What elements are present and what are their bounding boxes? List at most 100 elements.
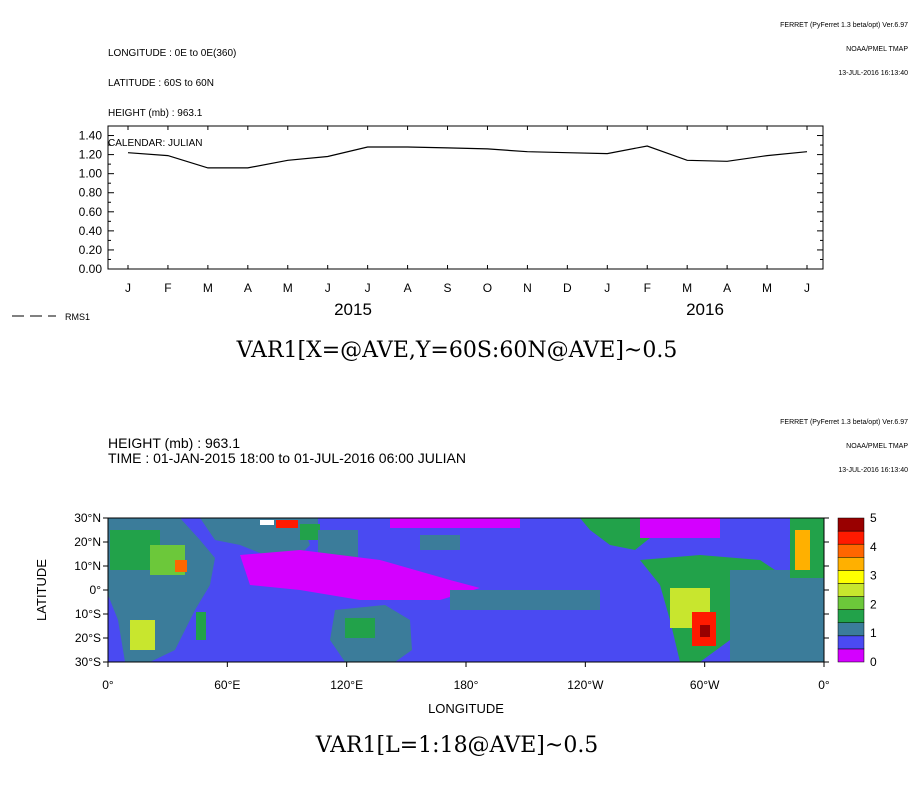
amazon-darkred-patch (700, 625, 710, 637)
line-chart-tick-labels: 0.00 0.20 0.40 0.60 0.80 1.00 1.20 1.40 J F M A M J J A… (79, 129, 810, 295)
y-tick-label: 30°N (74, 511, 101, 525)
y-tick-label: 0.80 (79, 186, 103, 200)
bottom-header-line: TIME : 01-JAN-2015 18:00 to 01-JUL-2016 … (108, 450, 466, 466)
y-tick-label: 1.40 (79, 129, 103, 143)
australia-green-patch (345, 618, 375, 638)
year-label-2016: 2016 (686, 300, 724, 319)
ferret-stamp-line: NOAA/PMEL TMAP (846, 443, 908, 450)
y-tick-label: 0.40 (79, 224, 103, 238)
map-white-patch (260, 520, 274, 525)
legend-label: RMS1 (65, 312, 90, 322)
map-axis-labels: 0° 60°E 120°E 180° 120°W 60°W 0° 30°N 20°N 10°N 0°… (74, 511, 830, 692)
colorbar: 0 1 2 3 4 5 (837, 511, 877, 669)
line-chart: 0.00 0.20 0.40 0.60 0.80 1.00 1.20 1.40 J F M A M J J A… (12, 125, 824, 322)
y-tick-label: 20°S (75, 631, 101, 645)
colorbar-swatch (837, 517, 865, 532)
x-tick-label: M (283, 281, 293, 295)
warm-pool-region (240, 550, 480, 600)
colorbar-swatch (837, 570, 865, 584)
x-tick-label: J (325, 281, 331, 295)
x-axis-label: LONGITUDE (428, 701, 504, 716)
x-tick-label: A (244, 281, 252, 295)
x-tick-label: J (365, 281, 371, 295)
ferret-stamp-line: 13-JUL-2016 16:13:40 (838, 70, 908, 77)
bottom-header-info: HEIGHT (mb) : 963.1 TIME : 01-JAN-2015 1… (108, 436, 466, 466)
x-tick-label: S (444, 281, 452, 295)
colorbar-label: 2 (870, 597, 877, 611)
x-tick-label: M (203, 281, 213, 295)
colorbar-swatch (837, 648, 865, 663)
colorbar-label: 5 (870, 511, 877, 525)
y-tick-label: 0.00 (79, 262, 103, 276)
ferret-stamp-line: NOAA/PMEL TMAP (846, 46, 908, 53)
x-tick-label: O (483, 281, 492, 295)
plot-frame (107, 125, 824, 270)
x-tick-label: J (604, 281, 610, 295)
colorbar-label: 3 (870, 569, 877, 583)
x-tick-label: J (125, 281, 131, 295)
caribbean-purple (640, 518, 720, 538)
colorbar-swatch (837, 622, 865, 637)
y-tick-label: 0.20 (79, 243, 103, 257)
y-tick-label: 0° (90, 583, 102, 597)
y-tick-label: 10°N (74, 559, 101, 573)
north-pacific-purple (390, 518, 520, 528)
colorbar-swatch (837, 596, 865, 610)
y-axis-label: LATITUDE (34, 559, 49, 621)
year-label-2015: 2015 (334, 300, 372, 319)
ferret-stamp-line: FERRET (PyFerret 1.3 beta/opt) Ver.6.97 (780, 22, 908, 29)
madagascar-patch (196, 612, 206, 640)
bottom-ferret-stamp: FERRET (PyFerret 1.3 beta/opt) Ver.6.97 … (780, 403, 908, 483)
x-tick-label: M (682, 281, 692, 295)
map-axis-ticks (103, 517, 829, 667)
x-tick-label: 60°W (690, 678, 720, 692)
land-region-india (300, 524, 320, 540)
top-chart-title: VAR1[X=@AVE,Y=60S:60N@AVE]~0.5 (236, 338, 678, 363)
y-tick-label: 20°N (74, 535, 101, 549)
x-tick-label: 180° (454, 678, 479, 692)
x-tick-label: N (523, 281, 532, 295)
y-tick-label: 1.20 (79, 148, 103, 162)
x-tick-label: A (723, 281, 731, 295)
y-tick-label: 1.00 (79, 167, 103, 181)
colorbar-swatch (837, 530, 865, 545)
x-tick-label: 120°W (567, 678, 604, 692)
bottom-header-line: HEIGHT (mb) : 963.1 (108, 435, 241, 451)
top-header-line: LONGITUDE : 0E to 0E(360) (108, 48, 237, 59)
colorbar-swatch (837, 543, 865, 558)
x-tick-label: F (164, 281, 171, 295)
colorbar-label: 0 (870, 655, 877, 669)
top-header-line: CALENDAR: JULIAN (108, 138, 203, 149)
land-orange-patch (175, 560, 187, 572)
x-tick-label: D (563, 281, 572, 295)
bottom-chart-title: VAR1[L=1:18@AVE]~0.5 (315, 733, 599, 758)
x-tick-label: 0° (818, 678, 830, 692)
south-atlantic-patch (730, 570, 824, 662)
x-tick-label: 60°E (214, 678, 240, 692)
ferret-stamp-line: 13-JUL-2016 16:13:40 (838, 467, 908, 474)
y-tick-label: 10°S (75, 607, 101, 621)
line-chart-ticks (108, 126, 823, 270)
line-chart-axes (107, 125, 824, 270)
east-pacific-patch (450, 590, 600, 610)
top-header-info: LONGITUDE : 0E to 0E(360) LATITUDE : 60S… (108, 29, 236, 159)
map-field (108, 518, 824, 662)
top-ferret-stamp: FERRET (PyFerret 1.3 beta/opt) Ver.6.97 … (780, 6, 908, 86)
y-tick-label: 0.60 (79, 205, 103, 219)
series-line-rms1 (127, 145, 808, 169)
x-tick-label: F (644, 281, 651, 295)
ferret-stamp-line: FERRET (PyFerret 1.3 beta/opt) Ver.6.97 (780, 419, 908, 426)
x-tick-label: 120°E (330, 678, 363, 692)
colorbar-swatch (837, 635, 865, 650)
west-africa-orange (795, 530, 810, 570)
colorbar-swatch (837, 609, 865, 623)
map-red-patch (276, 520, 298, 528)
pacific-patch (420, 535, 460, 550)
colorbar-swatch (837, 583, 865, 597)
colorbar-swatch (837, 557, 865, 571)
colorbar-label: 4 (870, 540, 877, 554)
land-yellow-patch (130, 620, 155, 650)
colorbar-label: 1 (870, 626, 877, 640)
x-tick-label: A (404, 281, 412, 295)
top-header-line: LATITUDE : 60S to 60N (108, 78, 214, 89)
